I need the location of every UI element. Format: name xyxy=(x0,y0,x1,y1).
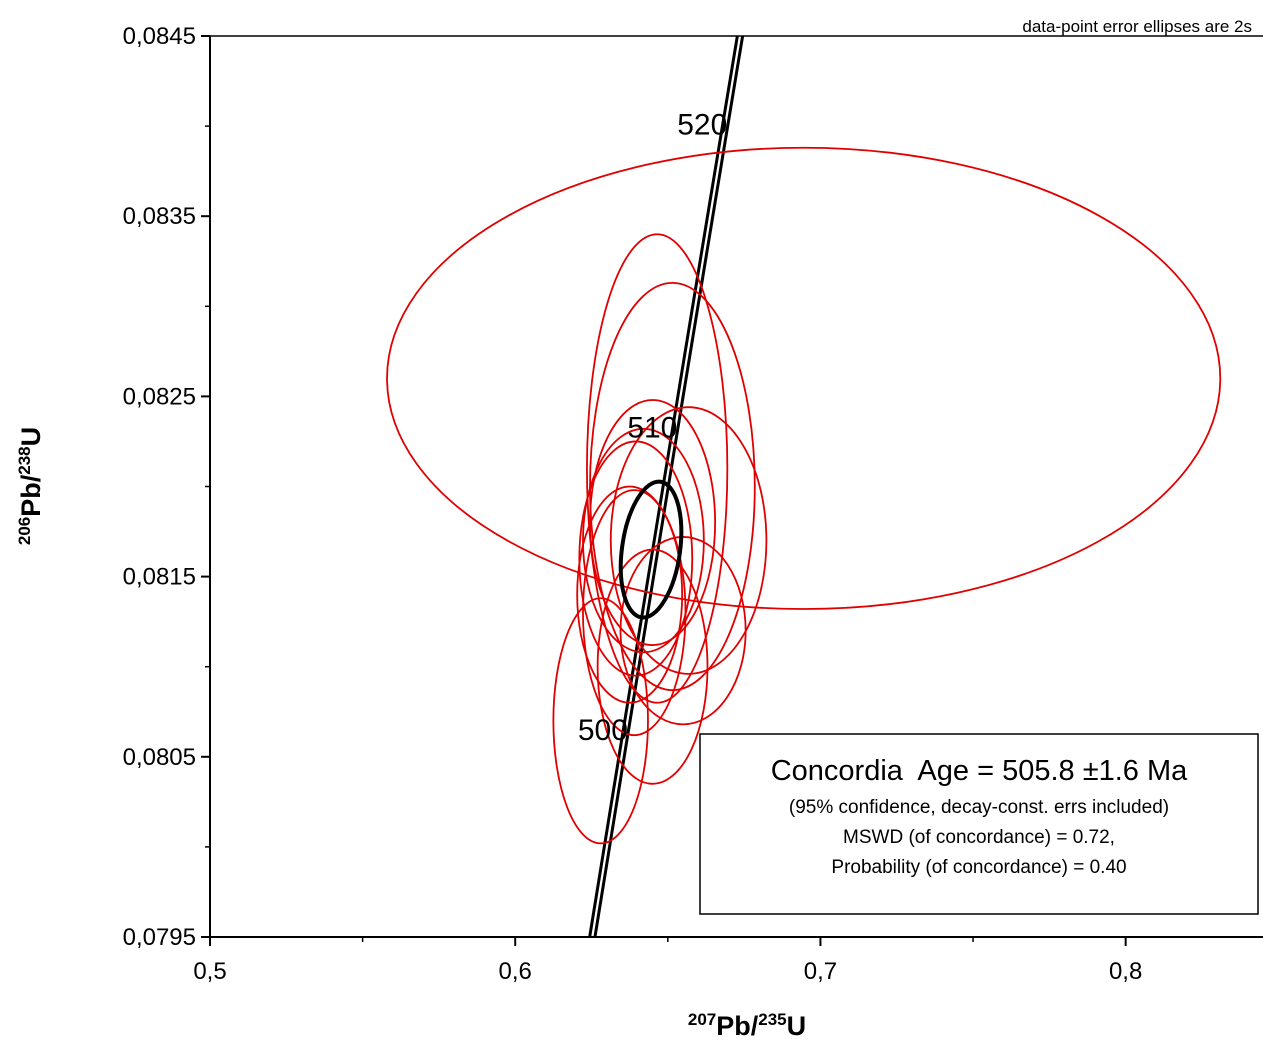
y-axis-label: 206Pb/238U xyxy=(15,427,46,545)
concordia-age-label: 500 xyxy=(578,714,628,747)
x-tick-label: 0,8 xyxy=(1109,958,1142,985)
y-tick-label: 0,0825 xyxy=(123,383,196,410)
axis-ticks xyxy=(201,35,1127,946)
data-point-ellipse xyxy=(609,406,768,675)
concordia-line xyxy=(588,36,739,937)
tick-labels: 0,5 0,6 0,7 0,8 0,0795 0,0805 0,0815 0,0825 0,08… xyxy=(123,23,1143,985)
x-axis-label: 207Pb/235U xyxy=(688,1010,806,1041)
concordia-age-ellipse xyxy=(618,479,684,620)
y-tick-label: 0,0805 xyxy=(123,744,196,771)
data-point-ellipse xyxy=(596,548,709,785)
mswd-text: MSWD (of concordance) = 0.72, xyxy=(843,827,1115,848)
x-tick-label: 0,7 xyxy=(804,958,837,985)
data-point-ellipse xyxy=(582,489,687,737)
y-tick-label: 0,0835 xyxy=(123,203,196,230)
confidence-text: (95% confidence, decay-const. errs inclu… xyxy=(789,797,1169,818)
result-box: Concordia Age = 505.8 ±1.6 Ma (95% confi… xyxy=(699,733,1259,915)
concordia-curve xyxy=(588,36,745,937)
data-ellipses xyxy=(386,146,1222,845)
concordia-line xyxy=(593,36,745,937)
probability-text: Probability (of concordance) = 0.40 xyxy=(831,857,1126,878)
data-point-ellipse xyxy=(586,233,729,704)
concordia-age-text: Concordia Age = 505.8 ±1.6 Ma xyxy=(771,755,1188,787)
data-point-ellipse xyxy=(386,146,1222,610)
x-tick-label: 0,6 xyxy=(499,958,532,985)
y-tick-label: 0,0845 xyxy=(123,23,196,50)
data-point-ellipse xyxy=(576,485,684,704)
concordia-age-label: 510 xyxy=(627,411,677,444)
concordia-age-labels: 500 510 520 xyxy=(578,109,727,747)
data-point-ellipse xyxy=(582,427,705,654)
y-tick-label: 0,0815 xyxy=(123,564,196,591)
x-tick-label: 0,5 xyxy=(193,958,226,985)
result-box-frame xyxy=(699,733,1259,915)
data-point-ellipse xyxy=(552,597,649,845)
concordia-age-label: 520 xyxy=(677,109,727,142)
concordia-age-ellipse xyxy=(618,479,684,620)
error-ellipse-note: data-point error ellipses are 2s xyxy=(1022,17,1252,36)
y-tick-label: 0,0795 xyxy=(123,924,196,951)
data-point-ellipse xyxy=(589,281,756,692)
